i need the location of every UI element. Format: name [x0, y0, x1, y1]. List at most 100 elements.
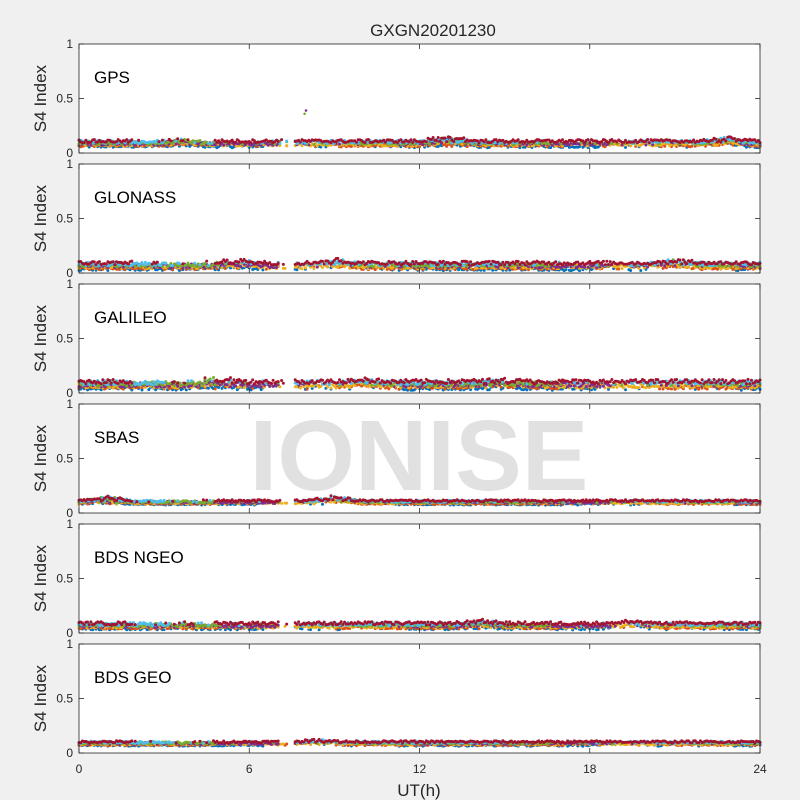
data-point	[355, 140, 358, 144]
data-point	[516, 260, 520, 263]
data-point	[692, 138, 696, 142]
data-point	[157, 140, 161, 144]
axes-background	[79, 44, 760, 153]
data-point	[733, 137, 736, 140]
data-point	[593, 142, 597, 146]
data-point	[363, 141, 367, 144]
data-point	[588, 141, 592, 144]
data-point	[206, 141, 210, 145]
data-point	[724, 139, 728, 143]
y-tick-label: 0.5	[56, 92, 73, 106]
data-point	[586, 265, 590, 269]
data-point	[697, 387, 701, 391]
data-point	[361, 260, 365, 264]
data-point	[441, 259, 445, 263]
data-point	[458, 263, 462, 267]
data-point	[177, 262, 181, 266]
data-point	[489, 262, 493, 266]
data-point	[276, 140, 280, 143]
data-point	[629, 269, 633, 272]
data-point	[436, 262, 440, 266]
data-point	[234, 140, 238, 144]
data-point	[285, 139, 289, 143]
data-point	[554, 260, 558, 264]
data-point	[443, 387, 447, 391]
data-point	[137, 138, 141, 142]
data-point	[276, 261, 280, 265]
data-point	[624, 145, 627, 149]
data-point	[714, 137, 718, 141]
data-point	[315, 265, 319, 269]
data-point	[159, 264, 163, 267]
data-point	[445, 140, 449, 144]
data-point	[429, 264, 433, 268]
y-tick-label: 1	[66, 37, 73, 51]
data-point	[409, 262, 413, 266]
data-point	[155, 260, 159, 264]
data-point	[428, 142, 432, 146]
data-point	[305, 387, 309, 391]
data-point	[516, 138, 520, 142]
data-point	[462, 136, 466, 140]
data-point	[646, 138, 650, 141]
data-point	[193, 141, 197, 145]
data-point	[225, 258, 229, 262]
data-point	[326, 265, 330, 269]
data-point	[559, 142, 563, 146]
data-point	[549, 146, 553, 150]
data-point	[620, 143, 624, 147]
data-point	[118, 263, 122, 267]
data-point	[125, 138, 129, 142]
data-point	[366, 138, 370, 141]
data-point	[436, 136, 440, 139]
data-point	[666, 262, 670, 266]
data-point	[92, 260, 96, 264]
data-point	[462, 264, 466, 268]
data-point	[469, 260, 473, 264]
data-point	[487, 388, 491, 392]
data-point	[647, 141, 651, 145]
data-point-outlier	[303, 112, 306, 116]
data-point	[203, 385, 207, 389]
axes-background	[79, 284, 760, 393]
data-point	[283, 266, 287, 270]
data-point	[239, 265, 243, 269]
axes-background	[79, 164, 760, 273]
y-tick-label: 0.5	[56, 212, 73, 226]
data-point	[680, 262, 684, 266]
data-point	[719, 260, 723, 264]
panel-label: GPS	[94, 68, 130, 87]
data-point	[281, 262, 285, 266]
data-point	[312, 267, 316, 271]
data-point	[601, 259, 605, 263]
data-point	[198, 263, 202, 267]
data-point	[160, 141, 164, 145]
data-point	[477, 141, 481, 145]
data-point	[338, 142, 341, 146]
data-point	[608, 260, 612, 264]
data-point	[499, 263, 503, 267]
chart-title: GXGN20201230	[370, 21, 496, 40]
data-point	[169, 139, 173, 143]
data-point	[322, 262, 326, 266]
data-point	[213, 387, 217, 391]
data-point	[724, 265, 728, 268]
data-point	[82, 141, 86, 145]
y-tick-label: 1	[66, 157, 73, 171]
data-point	[685, 262, 689, 266]
data-point	[484, 138, 488, 142]
data-point	[448, 135, 452, 139]
data-point	[280, 138, 284, 142]
data-point	[487, 259, 491, 263]
data-point	[709, 266, 713, 270]
data-point	[237, 260, 241, 264]
data-point	[111, 260, 115, 264]
data-point	[300, 267, 304, 271]
data-point	[303, 266, 307, 270]
data-point	[561, 138, 564, 142]
data-point	[586, 138, 590, 142]
data-point	[372, 265, 375, 269]
data-point	[678, 258, 682, 262]
